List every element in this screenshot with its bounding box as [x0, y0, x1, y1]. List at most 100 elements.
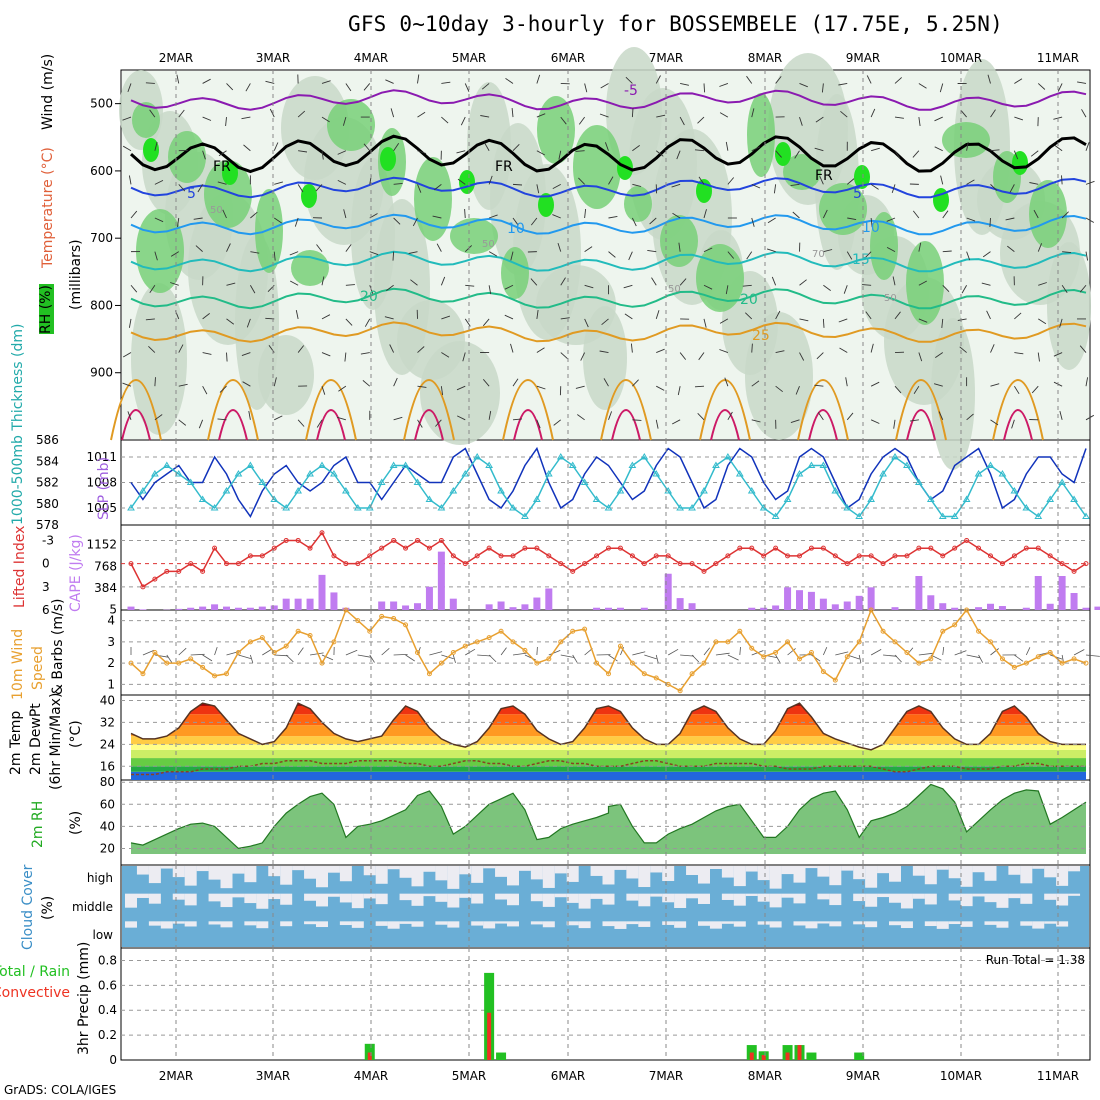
thickness-line-point [1046, 495, 1055, 502]
wind-barb [893, 419, 896, 429]
cape-tick: 384 [94, 581, 117, 595]
cloud-gap [411, 866, 424, 887]
thickness-line-point [628, 461, 637, 468]
cape-bar [772, 605, 780, 610]
wind-barb [625, 76, 633, 84]
wind-speed-line [130, 608, 1087, 692]
rh-shade-bright [380, 147, 396, 171]
wind-tick: 4 [107, 614, 115, 628]
thickness-line-point [246, 461, 255, 468]
thickness-line-point [222, 487, 231, 494]
wind-speed-line-point [797, 656, 802, 662]
rh-tick: 20 [100, 841, 115, 855]
cloud-gap [244, 921, 257, 926]
precip-axis-label: 3hr Precip (mm) [76, 942, 92, 1055]
wind-speed-line-point [235, 650, 241, 655]
cloud-gap [471, 921, 484, 926]
wind-barb [536, 347, 545, 353]
wind-speed-line-point [188, 656, 194, 662]
cape-bar [330, 592, 338, 610]
cloud-row-label-middle: middle [72, 900, 113, 914]
date-label-top: 2MAR [159, 51, 194, 65]
wind-barb [799, 352, 805, 361]
cape-bar [282, 598, 290, 610]
wind-barb [130, 284, 138, 293]
rh-shade-green [132, 102, 160, 138]
thickness-line-point [891, 453, 899, 460]
cloud-gap [745, 893, 758, 896]
wind-speed-line-point [1059, 660, 1065, 666]
wind-barb [1005, 217, 1015, 221]
wind-barb [918, 280, 928, 286]
cape-bar [807, 591, 815, 610]
cloud-gap [817, 893, 830, 900]
thickness-line-point [879, 470, 887, 477]
wind-barb [441, 315, 451, 320]
cloud-gap [936, 921, 949, 929]
cloud-gap [960, 893, 973, 907]
wind-barb [892, 276, 896, 286]
wind-barb [417, 419, 423, 428]
temp-tick: 16 [100, 759, 115, 773]
wind-barb [464, 245, 473, 252]
thickness-line-point [580, 478, 589, 485]
marks-layer [110, 47, 1100, 1060]
cape-tick: 768 [94, 559, 117, 573]
wind-barb [966, 413, 974, 421]
wind-tick: 3 [107, 635, 115, 649]
rh-shade-gray [931, 318, 975, 470]
wind-barb [599, 113, 609, 118]
cloud-gap [924, 893, 937, 905]
cloud-gap [542, 866, 555, 888]
thickness-line-point [485, 461, 494, 468]
wind-speed-line-point [653, 675, 659, 681]
lifted-index-line-point [438, 537, 444, 543]
thickness-line-point [437, 504, 446, 511]
wind-tick: 1 [107, 677, 115, 691]
wind-barb-10m [369, 654, 375, 663]
wind-barb [671, 419, 681, 425]
wind-barb [202, 78, 211, 84]
thickness-line-point [1034, 512, 1043, 519]
cloud-gap [972, 893, 985, 897]
cape-bar [342, 607, 350, 610]
cloud-gap [554, 866, 567, 874]
wind-barb [894, 385, 902, 394]
wind-barb [703, 83, 706, 93]
wind-barb [217, 181, 227, 185]
cloud-gap [709, 921, 722, 929]
wind-barb [393, 143, 400, 151]
slp-tick: 1008 [86, 476, 117, 490]
cloud-row-label-high: high [87, 871, 113, 885]
wind-barb [504, 314, 514, 320]
wind-speed-line-point [892, 639, 898, 645]
wind-speed-line-point [1083, 660, 1089, 666]
thickness-line-point [1070, 495, 1078, 502]
lifted-index-line-point [1059, 561, 1065, 567]
wind-barb [773, 184, 777, 194]
cloud-gap [924, 921, 937, 927]
wind-barb [1085, 251, 1089, 261]
wind-barb [1014, 116, 1024, 121]
wind-barb [751, 419, 761, 423]
isotherm-loop-orange [992, 379, 1044, 441]
isotherm--5 [130, 89, 1087, 111]
wind-speed-line-point [283, 643, 289, 649]
credit-label: GrADS: COLA/IGES [4, 1083, 117, 1097]
lifted-index-line-point [415, 537, 420, 543]
rh-shade-green [414, 157, 452, 241]
cape-bar [867, 587, 875, 610]
lifted-index-line-point [283, 537, 289, 543]
precip-convective-bar [749, 1052, 754, 1060]
thickness-line-point [676, 504, 685, 511]
wind-barb [981, 282, 991, 286]
cloud-gap [542, 893, 555, 907]
cloud-gap [984, 866, 997, 881]
lifted-index-line-point [773, 545, 779, 551]
wind-barb-10m [249, 654, 254, 664]
date-label-bottom: 11MAR [1037, 1069, 1079, 1083]
rh-shade-green [573, 125, 621, 209]
lifted-index-line-point [808, 545, 814, 551]
wind-speed-line-point [916, 660, 922, 666]
wind-barb [775, 350, 785, 353]
